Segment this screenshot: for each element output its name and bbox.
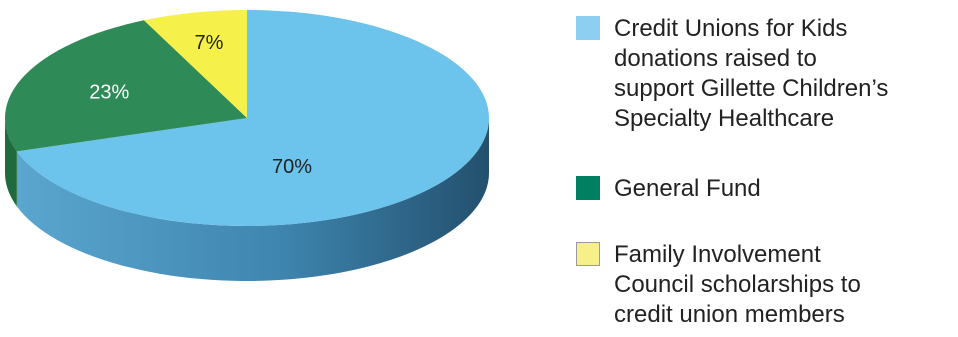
pie-side-general-fund [5,118,17,207]
pie-chart-svg: 70% 23% 7% [4,10,489,281]
pie-label-family-involvement-council-scholarships-: 7% [195,32,224,54]
legend-label-general-fund: General Fund [614,175,761,202]
legend-swatch-general-fund [576,176,600,200]
pie-slice-general-fund [4,20,247,152]
pie-chart: 70% 23% 7% [4,10,489,281]
legend-label-credit-unions-for-kids: Credit Unions for Kids donations raised … [614,15,889,132]
legend-swatch-credit-unions-for-kids [576,16,600,40]
legend-label-family-involvement-council: Family Involvement Council scholarships … [614,241,861,328]
pie-label-general-fund: 23% [89,81,129,103]
pie-labels: 70% 23% 7% [89,32,312,178]
pie-slice-family-involvement-council-scholarships- [143,10,247,118]
pie-slice-credit-unions-for-kids-donations-raised- [16,10,489,226]
legend-swatch-family-involvement-council [576,242,600,266]
pie-tops [4,10,489,226]
pie-sides [5,118,489,281]
pie-side-credit-unions-for-kids-donations-raised- [16,118,489,281]
pie-label-credit-unions-for-kids-donations-raised-: 70% [272,156,312,178]
